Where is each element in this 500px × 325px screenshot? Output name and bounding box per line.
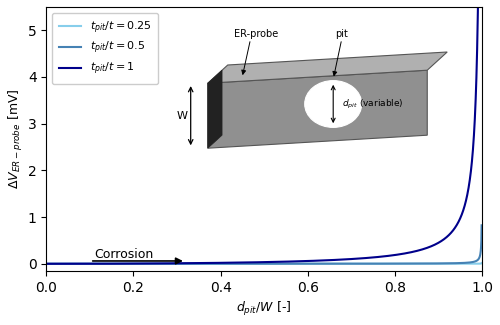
$t_{pit}/t = 1$ [230,261,235,265]
$t_{pit}/t = 1$ [44,262,50,266]
$t_{pit}/t = 0.5$ [210,262,216,266]
$t_{pit}/t = 0.5$ [423,262,429,266]
Text: Corrosion: Corrosion [94,248,154,261]
Line: $t_{pit}/t = 0.5$: $t_{pit}/t = 0.5$ [47,225,482,264]
X-axis label: $d_{pit}/W$ [-]: $d_{pit}/W$ [-] [236,300,292,318]
Text: $d_{pit}$ (variable): $d_{pit}$ (variable) [342,98,404,111]
$t_{pit}/t = 0.25$ [44,262,50,266]
Polygon shape [208,52,447,83]
$t_{pit}/t = 0.5$ [94,262,100,266]
$t_{pit}/t = 0.25$ [119,262,125,266]
$t_{pit}/t = 0.5$ [478,223,484,227]
Legend: $t_{pit}/t = 0.25$, $t_{pit}/t = 0.5$, $t_{pit}/t = 1$: $t_{pit}/t = 0.25$, $t_{pit}/t = 0.5$, $… [52,12,158,84]
$t_{pit}/t = 0.25$ [210,262,216,266]
$t_{pit}/t = 0.25$ [94,262,100,266]
$t_{pit}/t = 1$ [470,146,476,150]
Polygon shape [208,70,427,148]
$t_{pit}/t = 1$ [94,262,100,266]
Y-axis label: $\Delta V_{ER-probe}$ [mV]: $\Delta V_{ER-probe}$ [mV] [7,88,25,189]
$t_{pit}/t = 0.25$ [478,261,484,265]
Polygon shape [208,70,222,148]
$t_{pit}/t = 1$ [119,262,125,266]
Line: $t_{pit}/t = 0.25$: $t_{pit}/t = 0.25$ [47,263,482,264]
$t_{pit}/t = 0.5$ [44,262,50,266]
$t_{pit}/t = 0.25$ [470,262,476,266]
Text: W: W [176,111,188,121]
Text: pit: pit [336,29,348,39]
$t_{pit}/t = 0.5$ [470,260,476,264]
Line: $t_{pit}/t = 1$: $t_{pit}/t = 1$ [47,0,482,264]
$t_{pit}/t = 0.25$ [230,262,235,266]
$t_{pit}/t = 0.5$ [230,262,235,266]
$t_{pit}/t = 1$ [423,246,429,250]
Text: ER-probe: ER-probe [234,29,278,39]
$t_{pit}/t = 0.5$ [119,262,125,266]
$t_{pit}/t = 1$ [210,261,216,265]
Ellipse shape [304,81,362,127]
$t_{pit}/t = 0.25$ [423,262,429,266]
